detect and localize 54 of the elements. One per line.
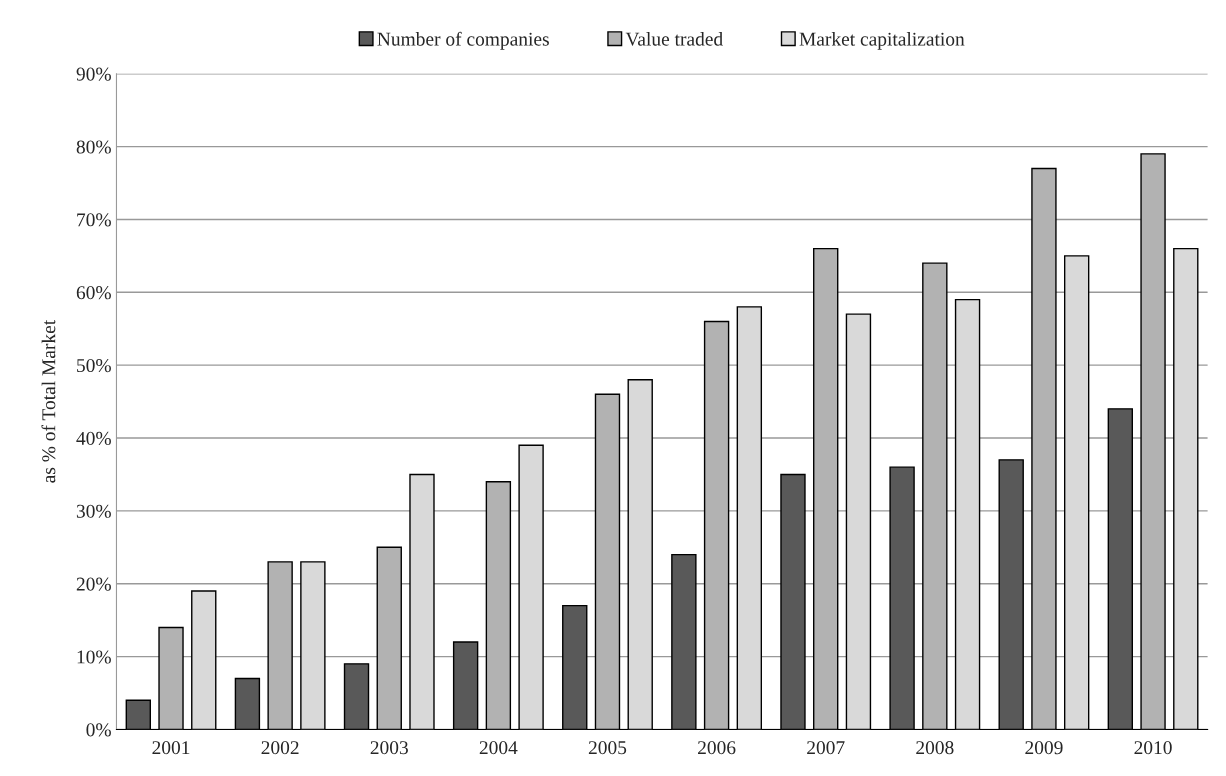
x-tick-label: 2006	[698, 741, 736, 755]
bar	[191, 590, 217, 730]
bar	[267, 561, 293, 730]
legend-label: Value traded	[625, 32, 723, 46]
bar	[409, 473, 435, 730]
y-tick-label: 30%	[76, 504, 111, 518]
y-tick-label: 70%	[77, 213, 111, 227]
bar	[1031, 167, 1057, 730]
bar	[845, 313, 872, 730]
bar	[518, 444, 544, 730]
x-tick-label: 2002	[261, 741, 299, 755]
x-tick-label: 2003	[370, 741, 408, 755]
x-tick-label: 2010	[1134, 741, 1172, 755]
bar	[594, 393, 621, 730]
y-axis-title: as % of Total Market	[41, 319, 56, 483]
x-tick-label: 2007	[807, 741, 845, 755]
bar	[736, 306, 763, 730]
bar	[376, 546, 402, 730]
bar	[954, 298, 981, 730]
bar	[1107, 408, 1134, 730]
bar	[889, 466, 915, 730]
bar	[1063, 255, 1090, 730]
x-tick-label: 2005	[588, 741, 627, 755]
bar	[671, 553, 697, 730]
x-tick-label: 2008	[916, 741, 954, 755]
bar	[485, 481, 512, 730]
y-tick-label: 90%	[76, 67, 111, 81]
bar	[1173, 247, 1199, 730]
bar	[703, 320, 730, 730]
bar	[1140, 153, 1166, 730]
bar	[562, 604, 588, 730]
bar	[158, 626, 184, 730]
bar	[452, 641, 479, 730]
legend-label: Market capitalization	[799, 32, 965, 50]
y-tick-label: 50%	[77, 358, 111, 373]
bar	[234, 677, 261, 730]
bar	[998, 459, 1024, 730]
y-tick-label: 80%	[76, 140, 111, 154]
y-tick-label: 60%	[76, 286, 111, 300]
y-tick-label: 10%	[77, 650, 111, 664]
x-tick-label: 2004	[479, 741, 518, 755]
bar	[343, 663, 370, 730]
y-tick-label: 40%	[76, 431, 111, 446]
bar	[300, 561, 326, 730]
x-tick-label: 2001	[152, 741, 190, 755]
y-tick-label: 0%	[86, 723, 111, 737]
bar	[780, 473, 806, 730]
legend-label: Number of companies	[377, 31, 549, 50]
y-tick-label: 20%	[76, 577, 111, 591]
bar	[813, 247, 839, 730]
x-tick-label: 2009	[1025, 741, 1063, 755]
bar	[627, 379, 653, 730]
bar	[125, 699, 151, 730]
bar	[922, 262, 948, 730]
